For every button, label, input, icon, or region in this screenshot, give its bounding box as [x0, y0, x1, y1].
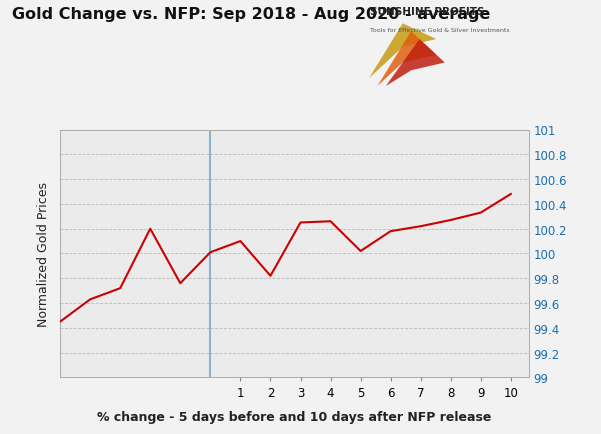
Text: SUNSHINE PROFITS: SUNSHINE PROFITS — [370, 7, 484, 16]
Y-axis label: Normalized Gold Prices: Normalized Gold Prices — [37, 181, 50, 326]
Polygon shape — [369, 24, 436, 79]
Text: Tools for Effective Gold & Silver Investments: Tools for Effective Gold & Silver Invest… — [370, 28, 509, 33]
Polygon shape — [386, 40, 445, 87]
Polygon shape — [377, 32, 436, 87]
Text: % change - 5 days before and 10 days after NFP release: % change - 5 days before and 10 days aft… — [97, 410, 492, 423]
Text: Gold Change vs. NFP: Sep 2018 - Aug 2020 - average: Gold Change vs. NFP: Sep 2018 - Aug 2020… — [12, 7, 490, 21]
